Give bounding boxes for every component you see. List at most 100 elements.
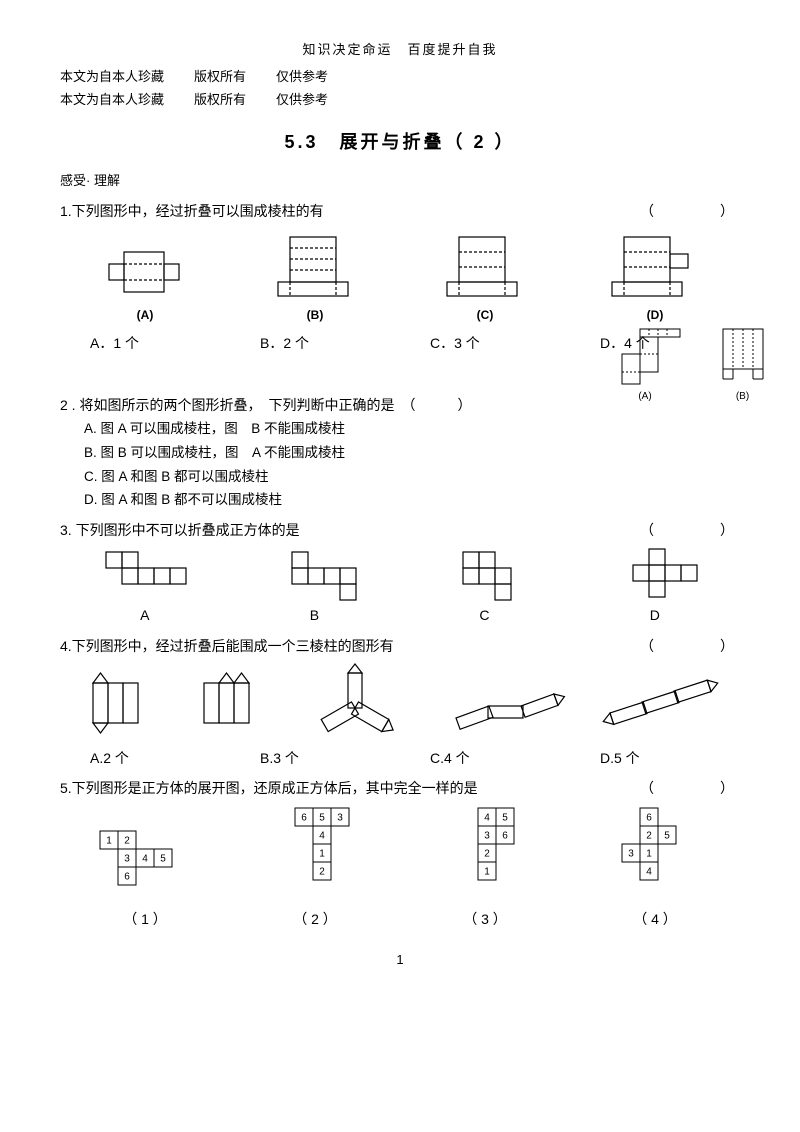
q5-2-c2: 5 [319, 812, 325, 823]
q5-1-c1: 1 [106, 836, 112, 847]
q3-l-d: D [650, 604, 660, 626]
copyright-2b: 版权所有 [194, 90, 246, 111]
q4-fig-2 [189, 668, 264, 738]
q5-1-c3: 3 [124, 854, 130, 865]
q4-fig-4 [446, 668, 566, 738]
q5-3-c2: 5 [502, 812, 508, 823]
copyright-2a: 本文为自本人珍藏 [60, 90, 164, 111]
q5-1-c5: 5 [160, 854, 166, 865]
q5-text: 5.下列图形是正方体的展开图，还原成正方体后，其中完全一样的是 [60, 777, 478, 799]
q1-fig-c [437, 232, 527, 302]
q5-2-c4: 4 [319, 830, 325, 841]
q1-fl-d: (D) [647, 306, 664, 325]
subtitle: 感受· 理解 [60, 171, 740, 192]
q2-fig-b [715, 324, 770, 389]
q3: 3. 下列图形中不可以折叠成正方体的是 （ ） [60, 519, 740, 627]
q4-opt-b: B.3 个 [230, 747, 400, 769]
q3-fig-c [458, 547, 543, 602]
q2-side-label-b: (B) [715, 389, 770, 405]
header-motto: 知识决定命运 百度提升自我 [60, 40, 740, 61]
q5-l-2: （ 2 ） [293, 908, 337, 930]
q5-4-c6: 4 [646, 866, 652, 877]
q5-fig-4: 6 2 5 3 1 4 [605, 806, 705, 906]
q5-3-c1: 4 [484, 812, 490, 823]
q3-l-b: B [310, 604, 319, 626]
q5-3-c6: 1 [484, 866, 490, 877]
q2-side-label-a: (A) [605, 389, 685, 405]
q3-labels: A B C D [60, 604, 740, 626]
q1-fig-labels: (A) (B) (C) (D) [60, 306, 740, 325]
copyright-1b: 版权所有 [194, 67, 246, 88]
q5-4-c3: 5 [664, 830, 670, 841]
q4-text: 4.下列图形中，经过折叠后能围成一个三棱柱的图形有 [60, 635, 394, 657]
q5-fig-2: 6 5 3 4 1 2 [275, 806, 370, 906]
q1-paren: （ ） [640, 200, 740, 222]
q3-paren: （ ） [640, 519, 740, 541]
q5-fig-3: 4 5 3 6 2 1 [440, 806, 535, 906]
q5-l-4: （ 4 ） [633, 908, 677, 930]
q5-4-c4: 3 [628, 848, 634, 859]
q1-figures [60, 232, 740, 302]
q5-1-c6: 6 [124, 872, 130, 883]
q4-options: A.2 个 B.3 个 C.4 个 D.5 个 [60, 747, 740, 769]
copyright-2c: 仅供参考 [276, 90, 328, 111]
copyright-1a: 本文为自本人珍藏 [60, 67, 164, 88]
q1-fig-b [268, 232, 358, 302]
q5-1-c2: 2 [124, 836, 130, 847]
q5-3-c5: 2 [484, 848, 490, 859]
q4-opt-c: C.4 个 [400, 747, 570, 769]
q3-fig-b [287, 547, 377, 602]
page-title: 5.3 展开与折叠（ 2 ） [60, 128, 740, 157]
q1-opt-b: B．2 个 [230, 332, 400, 354]
q1-fl-b: (B) [307, 306, 324, 325]
q3-l-c: C [479, 604, 489, 626]
q5-fig-1: 1 2 3 4 5 6 [95, 813, 205, 898]
q5-labels: （ 1 ） （ 2 ） （ 3 ） （ 4 ） [60, 908, 740, 930]
page-number: 1 [60, 950, 740, 971]
q3-figures [60, 547, 740, 602]
copyright-row-2: 本文为自本人珍藏 版权所有 仅供参考 [60, 90, 740, 111]
q5-paren: （ ） [640, 777, 740, 799]
q2-opt-a: A. 图 A 可以围成棱柱，图 B 不能围成棱柱 [60, 418, 740, 440]
q2-opt-c: C. 图 A 和图 B 都可以围成棱柱 [60, 466, 740, 488]
q5-4-c1: 6 [646, 812, 652, 823]
q2-opt-b: B. 图 B 可以围成棱柱，图 A 不能围成棱柱 [60, 442, 740, 464]
q4-fig-3 [300, 663, 410, 743]
q5-2-c3: 3 [337, 812, 343, 823]
q4-opt-d: D.5 个 [570, 747, 740, 769]
q5-l-1: （ 1 ） [123, 908, 167, 930]
q5-2-c5: 1 [319, 848, 325, 859]
q5: 5.下列图形是正方体的展开图，还原成正方体后，其中完全一样的是 （ ） 1 2 … [60, 777, 740, 930]
q3-text: 3. 下列图形中不可以折叠成正方体的是 [60, 519, 300, 541]
q1-opt-a: A．1 个 [60, 332, 230, 354]
q1-text: 1.下列图形中，经过折叠可以围成棱柱的有 [60, 200, 324, 222]
q4-fig-1 [78, 668, 153, 738]
q5-3-c3: 3 [484, 830, 490, 841]
q3-fig-d [624, 547, 699, 602]
q2: (A) (B) 2 . 将如图所示的两个图形折叠， 下列判断中正确的是 （ ） … [60, 394, 740, 511]
q4: 4.下列图形中，经过折叠后能围成一个三棱柱的图形有 （ ） [60, 635, 740, 770]
q1-fig-d [606, 232, 701, 302]
q4-paren: （ ） [640, 635, 740, 657]
q5-l-3: （ 3 ） [463, 908, 507, 930]
q5-1-c4: 4 [142, 854, 148, 865]
q5-figures: 1 2 3 4 5 6 6 5 3 4 1 2 [60, 806, 740, 906]
q4-opt-a: A.2 个 [60, 747, 230, 769]
q2-options: A. 图 A 可以围成棱柱，图 B 不能围成棱柱 B. 图 B 可以围成棱柱，图… [60, 418, 740, 510]
q1-fl-c: (C) [477, 306, 494, 325]
q2-opt-d: D. 图 A 和图 B 都不可以围成棱柱 [60, 489, 740, 511]
q1-fig-a [99, 242, 189, 302]
q5-2-c1: 6 [301, 812, 307, 823]
q1-opt-c: C．3 个 [400, 332, 570, 354]
q5-4-c2: 2 [646, 830, 652, 841]
q3-fig-a [101, 547, 206, 602]
q5-3-c4: 6 [502, 830, 508, 841]
copyright-1c: 仅供参考 [276, 67, 328, 88]
q5-4-c5: 1 [646, 848, 652, 859]
q1-fl-a: (A) [137, 306, 154, 325]
q2-side-figures: (A) (B) [605, 324, 770, 405]
q5-2-c6: 2 [319, 866, 325, 877]
copyright-row-1: 本文为自本人珍藏 版权所有 仅供参考 [60, 67, 740, 88]
q2-fig-a [605, 324, 685, 389]
q4-fig-5 [602, 668, 722, 738]
